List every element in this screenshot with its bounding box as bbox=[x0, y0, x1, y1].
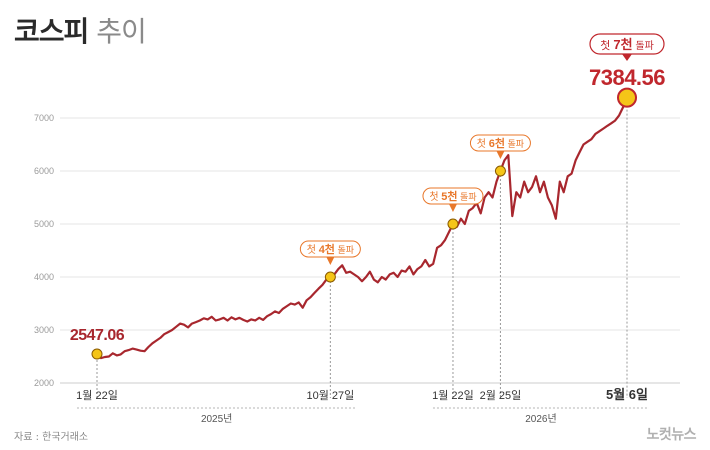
year-label: 2025년 bbox=[201, 413, 232, 425]
callout-pointer bbox=[448, 204, 457, 212]
x-tick-label: 10월 27일 bbox=[306, 388, 354, 402]
x-tick-label: 1월 22일 bbox=[432, 388, 474, 402]
x-tick-label: 2월 25일 bbox=[480, 388, 522, 402]
title-sub: 추이 bbox=[96, 15, 147, 48]
x-tick-label: 5월 6일 bbox=[606, 387, 648, 402]
final-callout: 첫 7천 돌파 bbox=[589, 33, 665, 61]
source-note: 자료 : 한국거래소 bbox=[14, 432, 89, 443]
y-tick-label: 4000 bbox=[34, 272, 54, 282]
y-tick-label: 2000 bbox=[34, 378, 54, 388]
milestone-marker bbox=[494, 165, 506, 177]
title-main: 코스피 bbox=[14, 15, 89, 48]
milestone-callout: 첫 4천 돌파 bbox=[299, 240, 361, 265]
final-callout-pointer bbox=[622, 54, 632, 61]
callout-text: 첫 6천 돌파 bbox=[477, 136, 525, 150]
milestone-callout: 첫 5천 돌파 bbox=[422, 187, 484, 212]
callout-text: 첫 4천 돌파 bbox=[307, 242, 355, 256]
y-tick-label: 6000 bbox=[34, 166, 54, 176]
callout-pointer bbox=[496, 151, 505, 159]
y-tick-label: 3000 bbox=[34, 325, 54, 335]
y-tick-label: 5000 bbox=[34, 219, 54, 229]
end-value-label: 7384.56 bbox=[589, 65, 665, 90]
final-callout-text: 첫 7천 돌파 bbox=[600, 37, 654, 52]
page-title: 코스피 추이 bbox=[14, 10, 147, 50]
x-tick-label: 1월 22일 bbox=[76, 388, 118, 402]
y-tick-label: 7000 bbox=[34, 113, 54, 123]
end-point-marker bbox=[617, 87, 637, 108]
year-label: 2026년 bbox=[525, 413, 556, 425]
milestone-marker bbox=[324, 271, 336, 283]
callout-text: 첫 5천 돌파 bbox=[429, 189, 477, 203]
start-value-label: 2547.06 bbox=[70, 327, 125, 344]
kospi-series-line bbox=[96, 97, 629, 360]
publisher-logo: 노컷뉴스 bbox=[646, 427, 696, 443]
start-point-marker bbox=[91, 348, 103, 360]
callout-pointer bbox=[326, 257, 335, 265]
milestone-callout: 첫 6천 돌파 bbox=[469, 134, 531, 159]
milestone-marker bbox=[447, 218, 459, 230]
